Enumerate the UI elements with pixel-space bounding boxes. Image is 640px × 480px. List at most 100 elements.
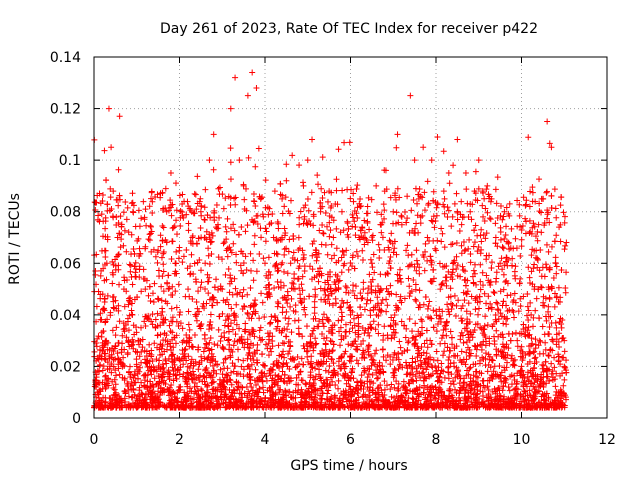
- data-point: [383, 357, 390, 364]
- data-point: [166, 322, 173, 329]
- data-point: [190, 396, 197, 403]
- data-point: [346, 303, 353, 310]
- data-point: [527, 228, 534, 235]
- data-point: [94, 335, 101, 342]
- data-point: [497, 288, 504, 295]
- data-point: [421, 207, 428, 214]
- data-point: [184, 393, 191, 400]
- data-point: [484, 383, 491, 390]
- data-point: [540, 362, 547, 369]
- data-point: [391, 245, 398, 252]
- data-point: [433, 212, 440, 219]
- data-point: [177, 383, 184, 390]
- data-point: [99, 233, 106, 240]
- data-point: [416, 370, 423, 377]
- data-point: [320, 311, 327, 318]
- data-point: [161, 377, 168, 384]
- data-point: [265, 275, 272, 282]
- data-point: [433, 328, 440, 335]
- data-point: [487, 198, 494, 205]
- data-point: [265, 254, 272, 261]
- data-point: [133, 356, 140, 363]
- data-point: [289, 279, 296, 286]
- data-point: [429, 218, 436, 225]
- data-point: [143, 277, 150, 284]
- data-point: [335, 377, 342, 384]
- data-point: [393, 144, 400, 151]
- data-point: [359, 393, 366, 400]
- data-point: [281, 378, 288, 385]
- data-point: [560, 354, 567, 361]
- data-point: [135, 207, 142, 214]
- data-point: [312, 286, 319, 293]
- data-point: [311, 325, 318, 332]
- data-point: [384, 302, 391, 309]
- data-point: [265, 398, 272, 405]
- data-point: [518, 226, 525, 233]
- data-point: [320, 323, 327, 330]
- data-point: [378, 300, 385, 307]
- data-point: [216, 313, 223, 320]
- data-point: [304, 196, 311, 203]
- data-point: [338, 354, 345, 361]
- data-point: [365, 194, 372, 201]
- data-point: [552, 319, 559, 326]
- data-point: [528, 311, 535, 318]
- data-point: [320, 229, 327, 236]
- data-point: [142, 323, 149, 330]
- data-point: [220, 359, 227, 366]
- data-point: [480, 231, 487, 238]
- data-point: [201, 355, 208, 362]
- data-point: [192, 191, 199, 198]
- data-point: [549, 368, 556, 375]
- data-point: [478, 226, 485, 233]
- data-point: [111, 386, 118, 393]
- data-point: [284, 300, 291, 307]
- data-point: [309, 240, 316, 247]
- data-point: [561, 213, 568, 220]
- data-point: [191, 390, 198, 397]
- data-point: [479, 269, 486, 276]
- data-point: [526, 217, 533, 224]
- data-point: [311, 395, 318, 402]
- data-point: [260, 255, 267, 262]
- data-point: [350, 340, 357, 347]
- data-point: [397, 293, 404, 300]
- data-point: [226, 280, 233, 287]
- data-point: [162, 185, 169, 192]
- data-point: [254, 212, 261, 219]
- data-point: [392, 329, 399, 336]
- data-point: [463, 356, 470, 363]
- data-point: [551, 290, 558, 297]
- data-point: [329, 347, 336, 354]
- data-point: [159, 223, 166, 230]
- data-point: [258, 290, 265, 297]
- data-point: [481, 400, 488, 407]
- data-point: [259, 211, 266, 218]
- data-point: [488, 306, 495, 313]
- data-point: [280, 282, 287, 289]
- data-point: [147, 393, 154, 400]
- data-point: [269, 338, 276, 345]
- data-point: [349, 263, 356, 270]
- data-point: [168, 396, 175, 403]
- data-point: [297, 297, 304, 304]
- data-point: [116, 281, 123, 288]
- data-point: [542, 261, 549, 268]
- data-point: [281, 225, 288, 232]
- data-point: [169, 314, 176, 321]
- data-point: [175, 366, 182, 373]
- data-point: [153, 356, 160, 363]
- data-point: [233, 251, 240, 258]
- data-point: [102, 356, 109, 363]
- data-point: [142, 286, 149, 293]
- data-point: [242, 228, 249, 235]
- data-point: [517, 252, 524, 259]
- data-point: [444, 213, 451, 220]
- data-point: [283, 245, 290, 252]
- data-point: [167, 197, 174, 204]
- data-point: [365, 371, 372, 378]
- data-point: [513, 391, 520, 398]
- data-point: [366, 387, 373, 394]
- data-point: [491, 385, 498, 392]
